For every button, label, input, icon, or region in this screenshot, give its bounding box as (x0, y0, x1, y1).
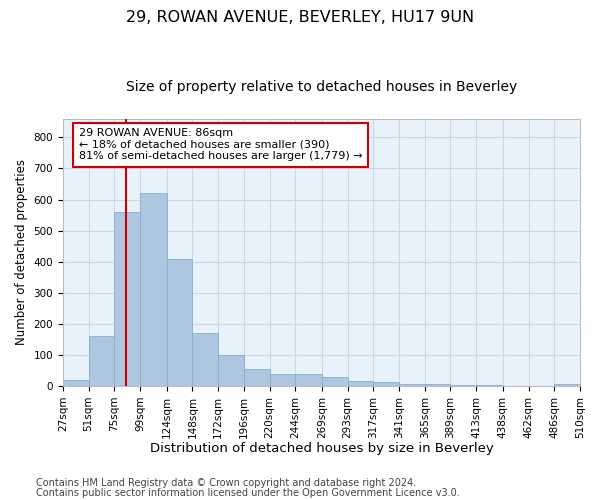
Bar (114, 212, 140, 386)
Bar (295, 374, 322, 386)
Bar (89, 336, 114, 386)
Y-axis label: Number of detached properties: Number of detached properties (15, 160, 28, 346)
Bar (425, 384, 451, 386)
Title: Size of property relative to detached houses in Beverley: Size of property relative to detached ho… (126, 80, 517, 94)
Bar (373, 382, 399, 386)
Bar (140, 194, 167, 386)
Bar (63, 380, 89, 386)
X-axis label: Distribution of detached houses by size in Beverley: Distribution of detached houses by size … (149, 442, 493, 455)
Bar (218, 355, 244, 386)
Text: 29 ROWAN AVENUE: 86sqm
← 18% of detached houses are smaller (390)
81% of semi-de: 29 ROWAN AVENUE: 86sqm ← 18% of detached… (79, 128, 362, 162)
Bar (322, 376, 347, 386)
Bar (269, 374, 295, 386)
Bar (347, 382, 373, 386)
Text: 29, ROWAN AVENUE, BEVERLEY, HU17 9UN: 29, ROWAN AVENUE, BEVERLEY, HU17 9UN (126, 10, 474, 25)
Bar (244, 369, 269, 386)
Bar (167, 258, 193, 386)
Bar (554, 384, 580, 386)
Text: Contains public sector information licensed under the Open Government Licence v3: Contains public sector information licen… (36, 488, 460, 498)
Bar (399, 384, 425, 386)
Text: Contains HM Land Registry data © Crown copyright and database right 2024.: Contains HM Land Registry data © Crown c… (36, 478, 416, 488)
Bar (193, 333, 218, 386)
